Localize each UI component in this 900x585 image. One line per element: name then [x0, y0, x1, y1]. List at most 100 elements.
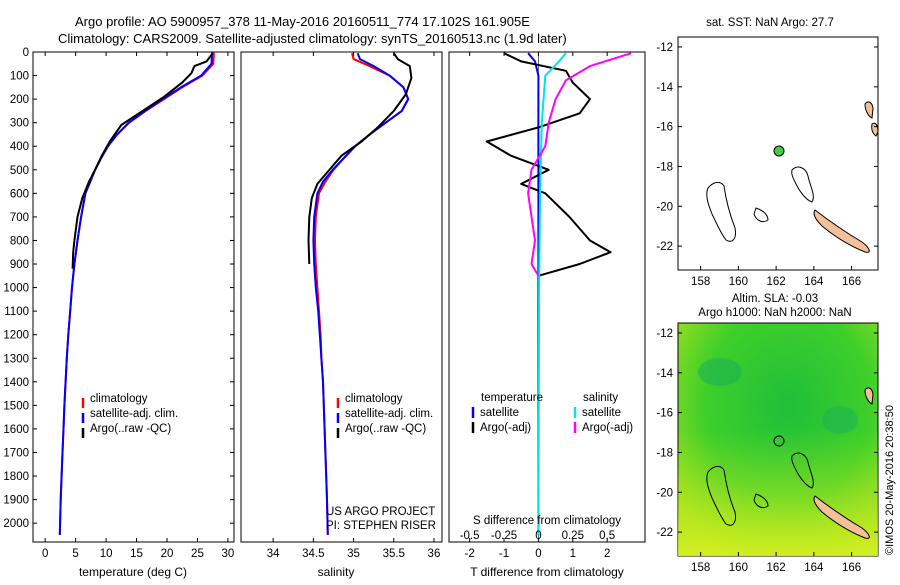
s-diff-tick-label: 0 [535, 530, 541, 542]
header-line-2: Climatology: CARS2009. Satellite-adjuste… [58, 31, 567, 46]
salinity-legend: climatology satellite-adj. clim. Argo(..… [336, 393, 433, 438]
x-tick-label: 15 [130, 548, 143, 560]
x-tick-label: 1 [570, 548, 576, 560]
map-lat-label: -22 [656, 241, 673, 253]
vanuatu-land-sst [864, 101, 874, 119]
depth-tick-label: 2000 [3, 518, 29, 530]
map-lon-label: 166 [842, 276, 861, 288]
new-caledonia-land-sla [813, 495, 870, 539]
x-tick-label: 34 [267, 548, 280, 560]
salinity-panel: 34 34.5 35 35.5 36 salinity climatology sate… [240, 51, 443, 579]
legend-argo-label: Argo(..raw -QC) [345, 423, 426, 435]
difference-legend: temperature salinity satellite Argo(-adj… [471, 392, 633, 434]
map-lat-label: -20 [656, 201, 673, 213]
legend-salinity-title: salinity [583, 392, 618, 404]
depth-tick-label: 300 [10, 118, 29, 130]
vanuatu-land-sla [864, 387, 874, 405]
s-diff-tick-label: 0.5 [599, 530, 615, 542]
x-tick-label: 0 [42, 548, 48, 560]
map-lat-label: -12 [656, 328, 673, 340]
x-tick-label: 34.5 [302, 548, 324, 560]
map-lon-label: 162 [767, 276, 786, 288]
x-tick-label: 20 [161, 548, 174, 560]
depth-tick-label: 0 [23, 47, 29, 59]
vanuatu-outline-sla [706, 465, 736, 526]
x-tick-label: 35 [347, 548, 360, 560]
legend-satellite-label: satellite-adj. clim. [345, 408, 433, 420]
chesterfield-outline-sla [791, 452, 814, 489]
sla-low-patch-2 [822, 406, 858, 434]
depth-tick-label: 1900 [3, 495, 29, 507]
argo-float-marker [773, 145, 785, 157]
reef-outline-sst [753, 207, 769, 223]
project-annotation: US ARGO PROJECT [326, 506, 435, 518]
legend-argo-label: Argo(..raw -QC) [90, 423, 171, 435]
depth-tick-label: 1800 [3, 471, 29, 483]
map-lat-label: -18 [656, 161, 673, 173]
map-lon-label: 164 [804, 276, 824, 288]
map-lon-label: 158 [691, 562, 710, 574]
sst-map-coastlines [706, 101, 879, 253]
x-tick-label: 2 [604, 548, 610, 560]
legend-temperature-title: temperature [481, 392, 543, 404]
map-lat-label: -22 [656, 527, 673, 539]
depth-tick-label: 1100 [4, 306, 29, 318]
temperature-plot-frame [32, 51, 235, 543]
t-diff-x-ticks: -2 -1 0 1 2 [465, 52, 610, 560]
salinity-series [307, 52, 413, 535]
series-line-0-1 [58, 51, 214, 535]
t-difference-label: T difference from climatology [470, 565, 624, 579]
map-lat-label: -14 [656, 82, 673, 94]
x-tick-label: 5 [72, 548, 78, 560]
x-tick-label: 10 [100, 548, 113, 560]
depth-tick-label: 1000 [3, 283, 29, 295]
series-line-2-3 [527, 52, 632, 277]
sst-map-y-ticks: -12 -14 -16 -18 -20 -22 [656, 42, 878, 253]
legend-satellite-label: satellite-adj. clim. [90, 408, 178, 420]
map-lon-label: 162 [767, 562, 786, 574]
depth-tick-label: 1600 [3, 424, 29, 436]
s-difference-label: S difference from climatology [473, 515, 621, 527]
salinity-plot-frame [240, 51, 443, 543]
argo-float-marker-sla [773, 435, 785, 447]
depth-tick-label: 200 [10, 94, 29, 106]
s-diff-tick-label: -0.5 [460, 530, 480, 542]
sla-low-patch [698, 358, 742, 386]
map-lon-label: 164 [804, 562, 824, 574]
temperature-axis-label: temperature (deg C) [79, 565, 187, 579]
map-lon-label: 160 [729, 276, 748, 288]
s-diff-tick-label: -0.25 [491, 530, 517, 542]
depth-tick-label: 700 [10, 212, 29, 224]
depth-tick-label: 600 [10, 188, 29, 200]
sla-map: Altim. SLA: -0.03 Argo h1000: NaN h2000:… [656, 293, 879, 574]
pi-annotation: PI: STEPHEN RISER [326, 520, 436, 532]
imos-watermark: ©IMOS 20-May-2016 20:38:50 [884, 405, 896, 555]
temperature-series [58, 51, 215, 535]
sla-map-coastlines [706, 387, 874, 539]
legend-t-satellite-label: satellite [480, 407, 519, 419]
map-lat-label: -12 [656, 42, 673, 54]
reef-outline-sla [753, 493, 769, 509]
map-lat-label: -20 [656, 487, 673, 499]
temperature-x-ticks: 0 5 10 15 20 25 30 [42, 52, 234, 560]
new-caledonia-land-sst [813, 209, 870, 253]
map-lat-label: -14 [656, 368, 673, 380]
s-diff-tick-label: 0.25 [562, 530, 584, 542]
depth-tick-label: 100 [10, 71, 29, 83]
map-lon-label: 158 [691, 276, 710, 288]
legend-t-argo-label: Argo(-adj) [480, 422, 531, 434]
depth-tick-label: 1700 [3, 447, 29, 459]
sla-map-y-ticks: -12 -14 -16 -18 -20 -22 [656, 328, 878, 539]
depth-tick-label: 900 [10, 259, 29, 271]
sla-map-x-ticks: 158 160 162 164 166 [691, 552, 861, 574]
legend-climatology-label: climatology [345, 393, 403, 405]
map-lat-label: -18 [656, 447, 673, 459]
s-diff-x-ticks: -0.5 -0.25 0 0.25 0.5 [460, 530, 615, 542]
sst-map-x-ticks: 158 160 162 164 166 [691, 266, 861, 288]
x-tick-label: 25 [191, 548, 204, 560]
x-tick-label: 35.5 [383, 548, 405, 560]
x-tick-label: -1 [499, 548, 509, 560]
temperature-panel: 0 5 10 15 20 25 30 010020030040050060070080090… [3, 47, 645, 579]
